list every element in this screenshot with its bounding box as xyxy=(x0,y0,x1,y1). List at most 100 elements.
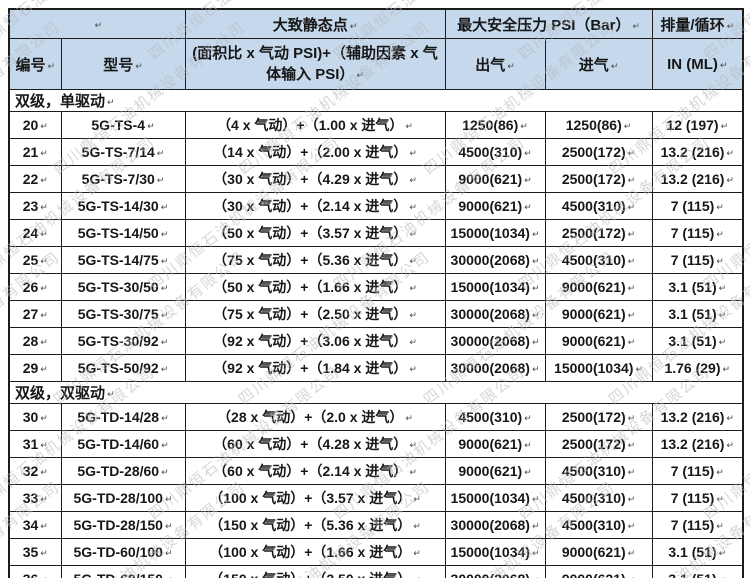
paragraph-mark: ↵ xyxy=(531,364,540,374)
cell-displacement-text: 7 (115) xyxy=(670,252,715,268)
header-col-inlet-label: 进气 xyxy=(578,56,609,74)
paragraph-mark: ↵ xyxy=(627,202,636,212)
cell-inlet-pressure: 4500(310) ↵ xyxy=(544,484,653,512)
cell-outlet-pressure: 9000(621) ↵ xyxy=(444,430,546,458)
cell-model-text: 5G-TS-14/75 xyxy=(77,252,159,268)
paragraph-mark: ↵ xyxy=(627,229,636,239)
cell-number-text: 26 xyxy=(22,279,39,295)
cell-static-point-formula-text: （60 x 气动）+（2.14 x 进气） xyxy=(213,463,408,479)
table-row: 34 ↵ 5G-TD-28/150 ↵ （150 x 气动）+（5.36 x 进气） ↵ 3… xyxy=(8,511,744,539)
paragraph-mark: ↵ xyxy=(409,202,417,212)
header-empty-cell: ↵ xyxy=(8,8,186,39)
cell-number-text: 27 xyxy=(22,306,39,322)
paragraph-mark: ↵ xyxy=(726,440,734,450)
table-row: 33 ↵ 5G-TD-28/100 ↵ （100 x 气动）+（3.57 x 进气） ↵ 1… xyxy=(8,484,744,512)
cell-model: 5G-TD-60/150↵ xyxy=(60,565,186,578)
paragraph-mark: ↵ xyxy=(627,521,636,531)
paragraph-mark: ↵ xyxy=(147,121,155,131)
cell-displacement-text: 1.76 (29) xyxy=(664,360,721,376)
cell-displacement: 3.1 (51)↵ xyxy=(651,565,744,578)
paragraph-mark: ↵ xyxy=(524,440,532,450)
cell-inlet-pressure-text: 4500(310) xyxy=(561,517,626,533)
cell-static-point-formula: （4 x 气动）+（1.00 x 进气） ↵ xyxy=(184,111,446,139)
paragraph-mark: ↵ xyxy=(40,575,48,578)
cell-inlet-pressure-text: 4500(310) xyxy=(561,252,626,268)
paragraph-mark: ↵ xyxy=(623,121,632,131)
cell-inlet-pressure: 4500(310) ↵ xyxy=(544,511,653,539)
paragraph-mark: ↵ xyxy=(135,60,143,71)
cell-outlet-pressure-text: 30000(2068) xyxy=(450,360,530,376)
cell-inlet-pressure-text: 1250(86) xyxy=(565,117,622,133)
cell-displacement: 3.1 (51)↵ xyxy=(651,538,744,566)
cell-static-point-formula: （50 x 气动）+（3.57 x 进气） ↵ xyxy=(184,219,446,247)
cell-inlet-pressure-text: 4500(310) xyxy=(561,198,626,214)
cell-outlet-pressure-text: 30000(2068) xyxy=(450,517,530,533)
header-max-pressure-label: 最大安全压力 PSI（Bar） xyxy=(457,16,631,34)
cell-number: 28 ↵ xyxy=(8,327,62,355)
cell-model: 5G-TS-30/75 ↵ xyxy=(60,300,186,328)
paragraph-mark: ↵ xyxy=(413,494,421,504)
header-col-number-label: 编号 xyxy=(15,56,46,74)
paragraph-mark: ↵ xyxy=(524,175,532,185)
paragraph-mark: ↵ xyxy=(161,440,169,450)
paragraph-mark: ↵ xyxy=(413,521,421,531)
paragraph-mark: ↵ xyxy=(507,60,515,71)
cell-inlet-pressure: 4500(310) ↵ xyxy=(544,457,653,485)
paragraph-mark: ↵ xyxy=(160,283,169,293)
paragraph-mark: ↵ xyxy=(156,175,165,185)
table-row: 30 ↵ 5G-TD-14/28 ↵ （28 x 气动）+（2.0 x 进气） ↵ 4500… xyxy=(8,403,744,431)
booster-spec-table: ↵ 大致静态点 ↵ 最大安全压力 PSI（Bar） ↵ 排量/循环 ↵ 编号 ↵ 型号 ↵… xyxy=(8,8,745,578)
cell-outlet-pressure-text: 15000(1034) xyxy=(450,279,530,295)
cell-displacement: 13.2 (216) ↵ xyxy=(651,403,744,431)
cell-static-point-formula: （30 x 气动）+（2.14 x 进气） ↵ xyxy=(184,192,446,220)
header-formula: (面积比 x 气动 PSI)+（辅助因素 x 气体输入 PSI） ↵ xyxy=(184,38,446,90)
cell-outlet-pressure: 15000(1034) ↵ xyxy=(444,484,546,512)
cell-number-text: 29 xyxy=(22,360,39,376)
paragraph-mark: ↵ xyxy=(627,310,636,320)
table-row: 27 ↵ 5G-TS-30/75 ↵ （75 x 气动）+（2.50 x 进气） ↵ 300… xyxy=(8,300,744,328)
cell-inlet-pressure: 9000(621)↵ xyxy=(544,327,653,355)
header-displacement: 排量/循环 ↵ xyxy=(651,8,744,39)
cell-static-point-formula-text: （28 x 气动）+（2.0 x 进气） xyxy=(217,409,404,425)
cell-displacement: 12 (197) ↵ xyxy=(651,111,744,139)
cell-displacement: 3.1 (51)↵ xyxy=(651,273,744,301)
cell-static-point-formula: （100 x 气动）+（3.57 x 进气） ↵ xyxy=(184,484,446,512)
paragraph-mark: ↵ xyxy=(165,575,173,578)
paragraph-mark: ↵ xyxy=(409,283,417,293)
cell-outlet-pressure-text: 1250(86) xyxy=(462,117,519,133)
paragraph-mark: ↵ xyxy=(409,229,417,239)
cell-outlet-pressure: 15000(1034) ↵ xyxy=(444,538,546,566)
cell-number-text: 31 xyxy=(22,436,39,452)
paragraph-mark: ↵ xyxy=(40,467,48,477)
cell-number-text: 32 xyxy=(22,463,39,479)
paragraph-mark: ↵ xyxy=(532,575,540,578)
paragraph-mark: ↵ xyxy=(409,175,417,185)
paragraph-mark: ↵ xyxy=(40,256,48,266)
header-static-point-label: 大致静态点 xyxy=(272,16,348,34)
cell-displacement-text: 3.1 (51) xyxy=(668,306,717,322)
cell-number: 35 ↵ xyxy=(8,538,62,566)
table-row: 29 ↵ 5G-TS-50/92 ↵ （92 x 气动）+（1.84 x 进气） ↵ 300… xyxy=(8,354,744,382)
cell-number: 21 ↵ xyxy=(8,138,62,166)
cell-number: 29 ↵ xyxy=(8,354,62,382)
paragraph-mark: ↵ xyxy=(531,521,540,531)
cell-inlet-pressure-text: 2500(172) xyxy=(561,409,626,425)
paragraph-mark: ↵ xyxy=(160,337,169,347)
cell-number-text: 30 xyxy=(22,409,39,425)
cell-static-point-formula: （28 x 气动）+（2.0 x 进气） ↵ xyxy=(184,403,446,431)
paragraph-mark: ↵ xyxy=(531,310,540,320)
paragraph-mark: ↵ xyxy=(405,413,413,423)
paragraph-mark: ↵ xyxy=(531,494,540,504)
cell-static-point-formula: （92 x 气动）+（1.84 x 进气） ↵ xyxy=(184,354,446,382)
paragraph-mark: ↵ xyxy=(635,364,643,374)
cell-displacement-text: 3.1 (51) xyxy=(668,571,716,578)
cell-static-point-formula: （75 x 气动）+（2.50 x 进气） ↵ xyxy=(184,300,446,328)
cell-displacement: 13.2 (216) ↵ xyxy=(651,430,744,458)
cell-outlet-pressure-text: 30000(2068) xyxy=(450,333,530,349)
paragraph-mark: ↵ xyxy=(160,202,169,212)
cell-number-text: 21 xyxy=(22,144,39,160)
cell-static-point-formula-text: （4 x 气动）+（1.00 x 进气） xyxy=(217,117,404,133)
cell-outlet-pressure: 9000(621) ↵ xyxy=(444,165,546,193)
paragraph-mark: ↵ xyxy=(627,337,636,347)
